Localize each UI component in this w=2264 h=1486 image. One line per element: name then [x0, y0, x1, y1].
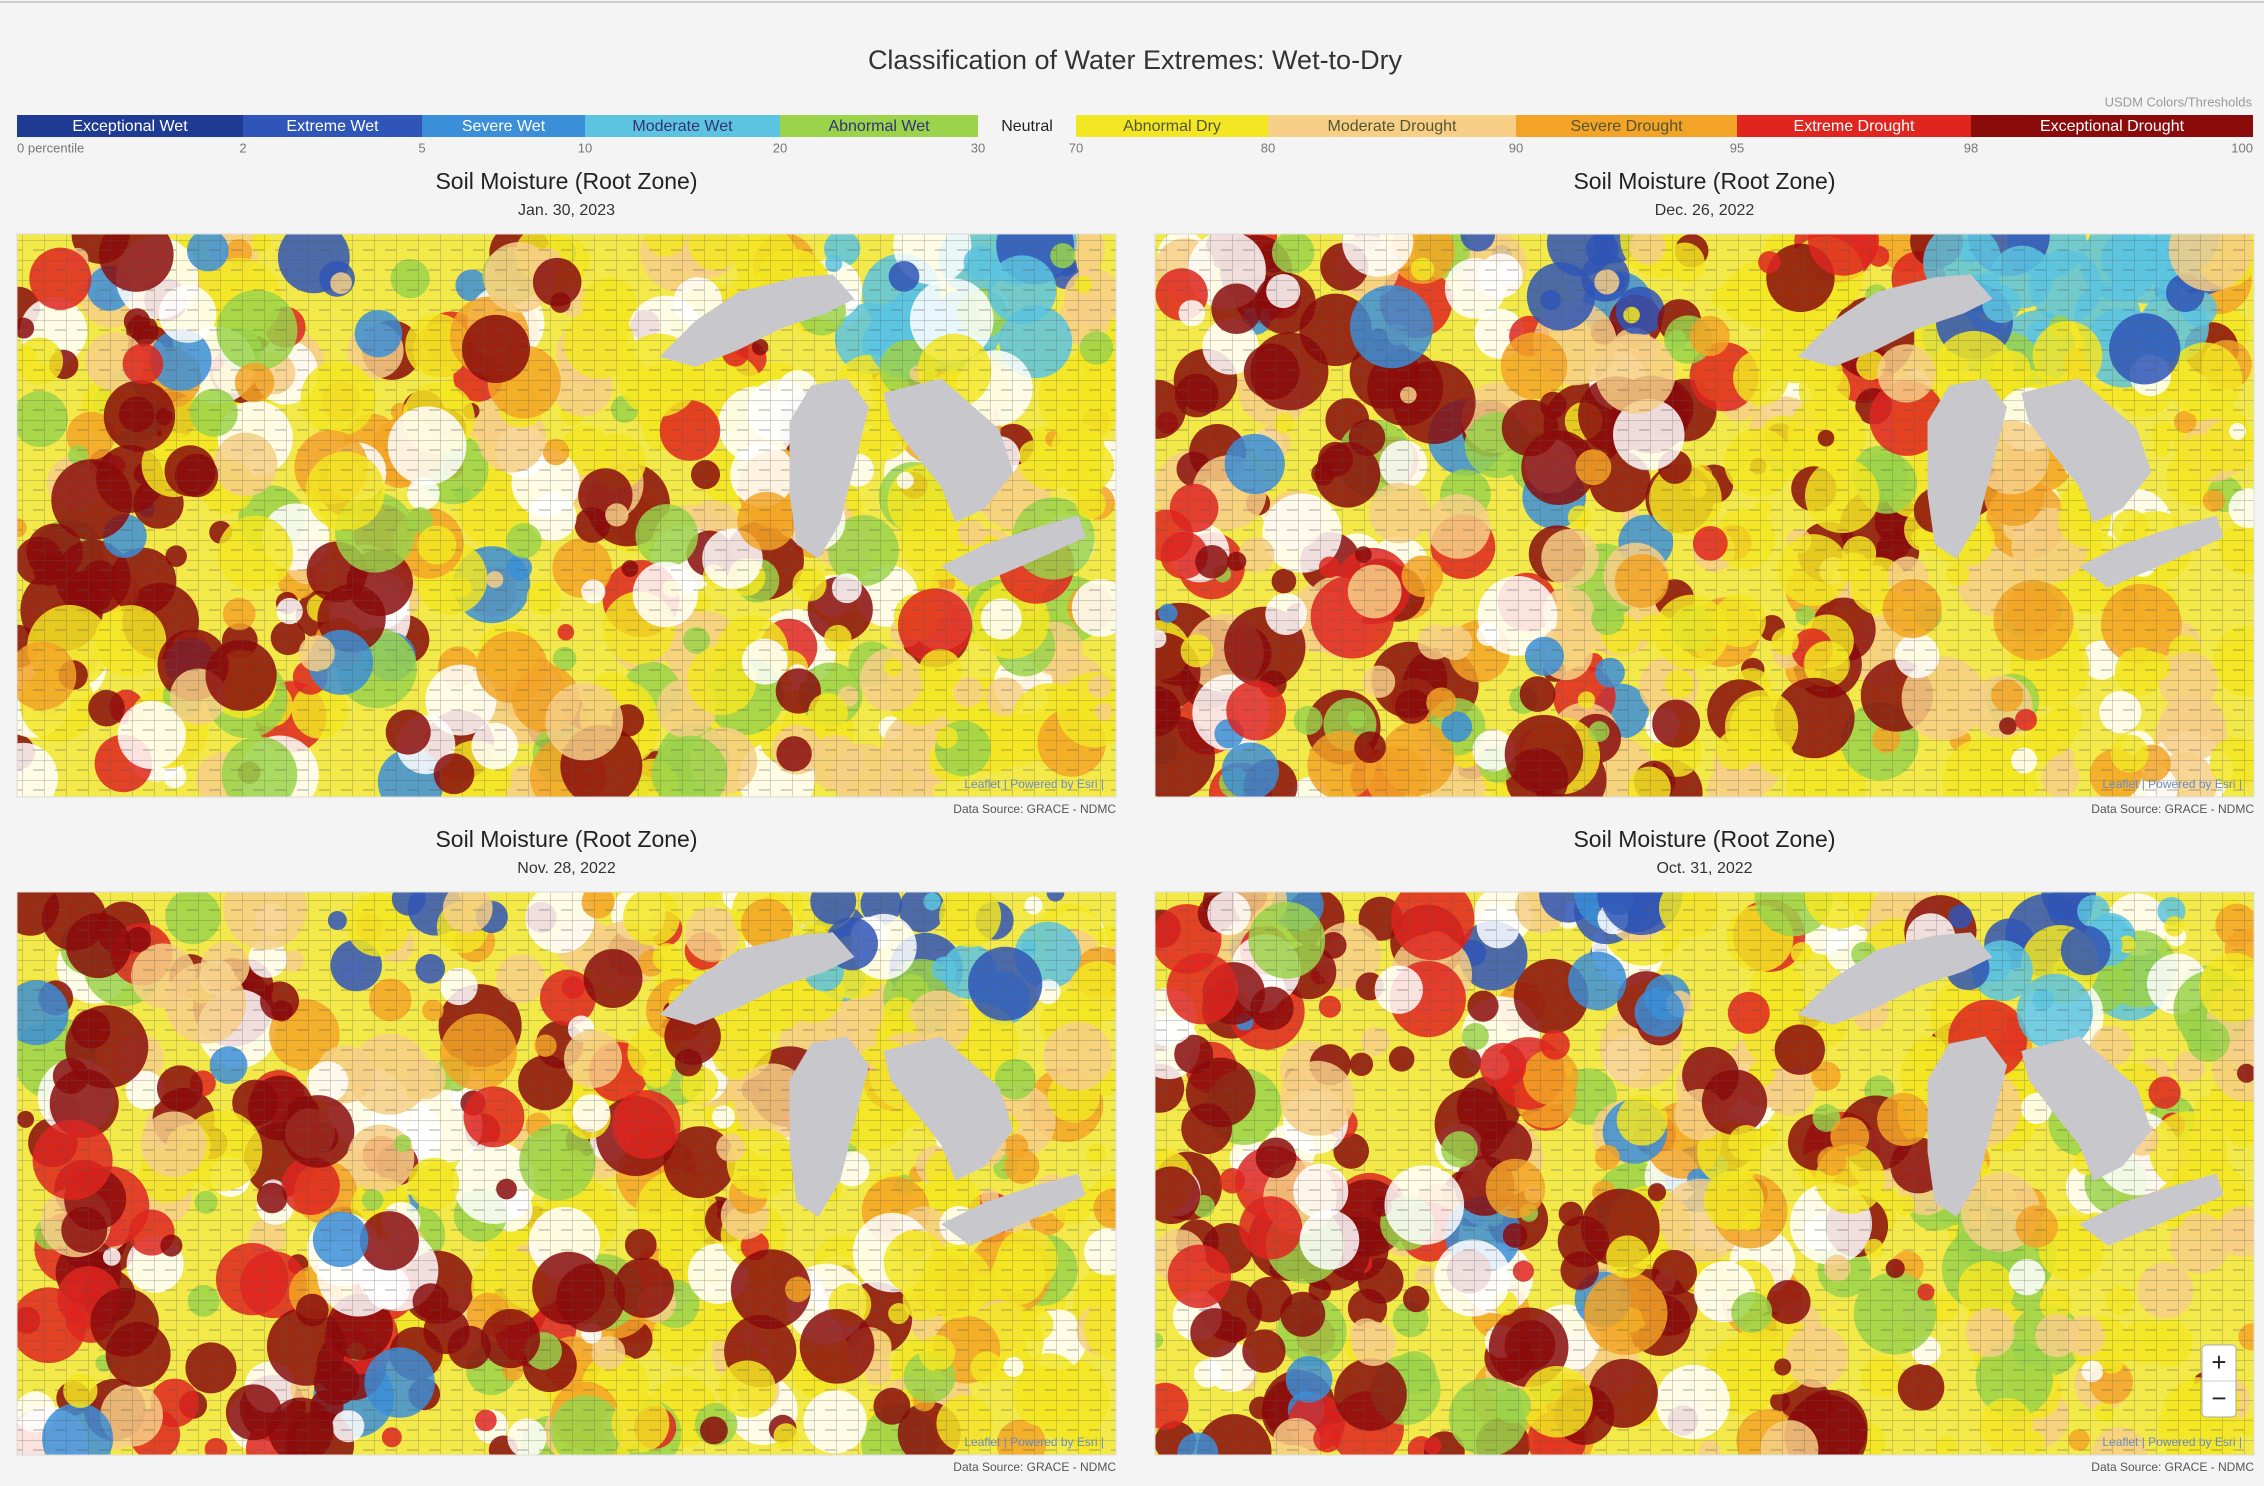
- legend-tick: 10: [578, 140, 592, 155]
- map-frame: [1154, 891, 2255, 1456]
- attribution[interactable]: Leaflet | Powered by Esri |: [2102, 1435, 2242, 1449]
- attribution[interactable]: Leaflet | Powered by Esri |: [964, 1435, 1104, 1449]
- lake: [883, 378, 1014, 523]
- legend-label: Abnormal Dry: [1123, 118, 1221, 135]
- zoom-in[interactable]: +: [2211, 1347, 2226, 1377]
- legend-label: Abnormal Wet: [828, 118, 930, 135]
- map-frame: [16, 233, 1117, 798]
- lake: [2021, 378, 2152, 523]
- legend-note: USDM Colors/Thresholds: [2105, 94, 2253, 109]
- lake: [1927, 378, 2007, 559]
- lake: [1797, 932, 1993, 1025]
- panel-date: Jan. 30, 2023: [518, 202, 615, 219]
- legend-label: Moderate Wet: [632, 118, 733, 135]
- attribution[interactable]: Leaflet | Powered by Esri |: [2102, 777, 2242, 791]
- county-grid: [17, 234, 1116, 797]
- legend-tick: 0 percentile: [17, 140, 84, 155]
- panel-title: Soil Moisture (Root Zone): [1573, 826, 1835, 852]
- map: [17, 892, 1116, 1455]
- lake: [659, 932, 855, 1025]
- lake: [659, 274, 855, 367]
- lake: [941, 515, 1086, 588]
- panel-date: Oct. 31, 2022: [1656, 860, 1752, 877]
- legend-label: Exceptional Wet: [72, 118, 188, 135]
- legend-label: Extreme Wet: [286, 118, 379, 135]
- legend-tick: 70: [1069, 140, 1083, 155]
- page-title: Classification of Water Extremes: Wet-to…: [868, 45, 1403, 75]
- legend-label: Exceptional Drought: [2040, 118, 2185, 135]
- data-source: Data Source: GRACE - NDMC: [2091, 1460, 2254, 1474]
- legend-label: Moderate Drought: [1328, 118, 1458, 135]
- legend-swatch: [1516, 115, 1737, 137]
- legend-swatch: [243, 115, 422, 137]
- panel-title: Soil Moisture (Root Zone): [435, 168, 697, 194]
- zoom-out[interactable]: −: [2211, 1383, 2226, 1413]
- map: [1155, 892, 2254, 1455]
- legend-tick: 5: [418, 140, 425, 155]
- legend-tick: 95: [1730, 140, 1744, 155]
- data-source: Data Source: GRACE - NDMC: [953, 1460, 1116, 1474]
- legend-label: Severe Drought: [1570, 118, 1683, 135]
- county-grid: [1155, 234, 2254, 797]
- county-grid: [1155, 892, 2254, 1455]
- lake: [2021, 1036, 2152, 1181]
- lake: [1927, 1036, 2007, 1217]
- panel-title: Soil Moisture (Root Zone): [1573, 168, 1835, 194]
- map: [1155, 234, 2254, 797]
- legend-label: Neutral: [1001, 118, 1053, 135]
- map: [17, 234, 1116, 797]
- legend-swatch: [17, 115, 243, 137]
- map-frame: [16, 891, 1117, 1456]
- legend-label: Severe Wet: [462, 118, 546, 135]
- legend-swatch: [422, 115, 585, 137]
- panel-date: Dec. 26, 2022: [1655, 202, 1755, 219]
- lake: [941, 1173, 1086, 1246]
- lake: [789, 378, 869, 559]
- lake: [2079, 515, 2224, 588]
- legend-tick: 80: [1261, 140, 1275, 155]
- legend-swatch: [585, 115, 780, 137]
- legend-swatch: [1076, 115, 1268, 137]
- data-source: Data Source: GRACE - NDMC: [2091, 802, 2254, 816]
- county-grid: [17, 892, 1116, 1455]
- legend-swatch: [780, 115, 978, 137]
- legend-swatch: [1971, 115, 2253, 137]
- panel-date: Nov. 28, 2022: [517, 860, 616, 877]
- legend-tick: 20: [773, 140, 787, 155]
- map-frame: [1154, 233, 2255, 798]
- data-source: Data Source: GRACE - NDMC: [953, 802, 1116, 816]
- legend-tick: 2: [239, 140, 246, 155]
- lake: [789, 1036, 869, 1217]
- legend-swatch: [978, 115, 1076, 137]
- legend-label: Extreme Drought: [1794, 118, 1915, 135]
- panel-title: Soil Moisture (Root Zone): [435, 826, 697, 852]
- legend-swatch: [1737, 115, 1971, 137]
- lake: [883, 1036, 1014, 1181]
- legend-tick: 90: [1509, 140, 1523, 155]
- legend-tick: 98: [1964, 140, 1978, 155]
- legend-tick: 30: [971, 140, 985, 155]
- legend-tick: 100: [2231, 140, 2253, 155]
- legend-swatch: [1268, 115, 1516, 137]
- lake: [1797, 274, 1993, 367]
- attribution[interactable]: Leaflet | Powered by Esri |: [964, 777, 1104, 791]
- lake: [2079, 1173, 2224, 1246]
